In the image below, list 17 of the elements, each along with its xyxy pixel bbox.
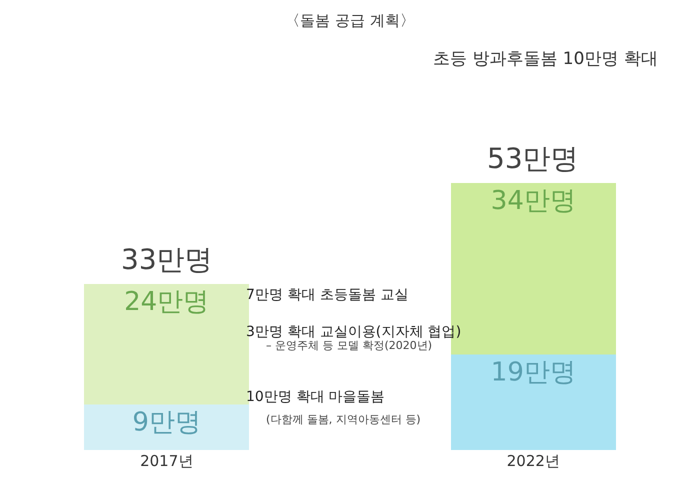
text: 초등 방과후돌봄 10만명 확대 bbox=[433, 49, 658, 69]
data-label: 9만명 bbox=[132, 408, 201, 438]
total-label: 53만명 bbox=[487, 142, 579, 175]
bar bbox=[450, 354, 616, 450]
annotation: – 운영주체 등 모델 확정(2020년) bbox=[266, 339, 432, 352]
x-tick-label: 2022년 bbox=[506, 452, 560, 470]
chart-title: 〈돌봄 공급 계획〉 bbox=[285, 12, 415, 30]
annotation: 10만명 확대 마을돌봄 bbox=[246, 389, 385, 405]
annotation: 3만명 확대 교실이용(지자체 협업) bbox=[246, 324, 462, 340]
annotation: 7만명 확대 초등돌봄 교실 bbox=[246, 287, 408, 303]
total-label: 33만명 bbox=[121, 243, 213, 276]
annotation: (다함께 돌봄, 지역아동센터 등) bbox=[266, 413, 421, 426]
bar bbox=[84, 404, 250, 450]
data-label: 34만명 bbox=[490, 186, 576, 216]
data-label: 19만명 bbox=[490, 357, 576, 388]
data-label: 24만명 bbox=[124, 286, 210, 317]
x-tick-label: 2017년 bbox=[140, 452, 194, 470]
